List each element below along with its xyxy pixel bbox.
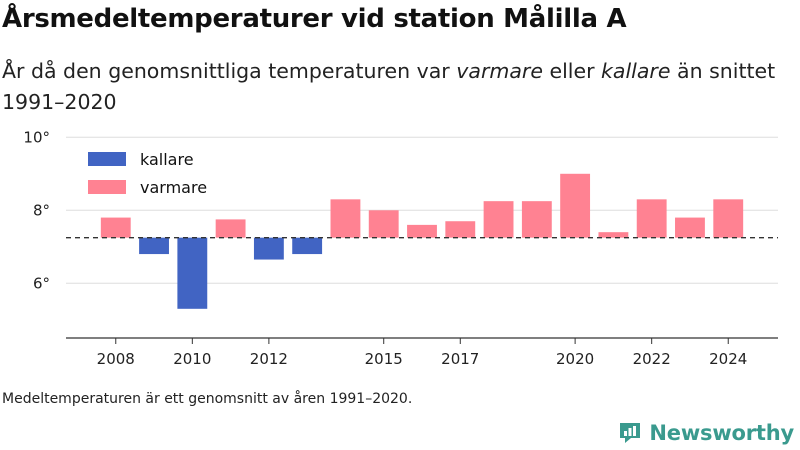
bar-2022 <box>636 199 667 238</box>
x-tick-label: 2017 <box>441 350 479 368</box>
bar-2014 <box>330 199 361 238</box>
legend-swatch-warmer <box>88 180 126 194</box>
newsworthy-logo-icon <box>620 423 641 443</box>
y-axis-labels: 6° 8° 10° <box>23 130 50 292</box>
bar-2020 <box>560 173 591 238</box>
subtitle-part-3: än snittet 1991–2020 <box>2 59 776 114</box>
bars <box>100 173 744 309</box>
x-tick-label: 2008 <box>97 350 135 368</box>
bar-2019 <box>521 201 552 238</box>
legend: kallare varmare <box>88 150 207 197</box>
x-axis: 2008 2010 2012 2015 2017 2020 2022 2024 <box>66 337 778 368</box>
bar-2016 <box>407 224 437 238</box>
bar-2015 <box>368 210 399 238</box>
legend-label-warmer: varmare <box>140 178 207 197</box>
x-tick-label: 2015 <box>365 350 403 368</box>
bar-2011 <box>215 219 246 238</box>
chart-title: Årsmedeltemperaturer vid station Målilla… <box>2 4 627 34</box>
subtitle-part-1: År då den genomsnittliga temperaturen va… <box>2 59 457 83</box>
subtitle-part-2: eller <box>542 59 602 83</box>
bar-2009 <box>139 237 169 255</box>
brand-name: Newsworthy <box>649 421 794 445</box>
bar-2012 <box>253 237 284 260</box>
bar-2018 <box>483 201 514 238</box>
x-tick-label: 2012 <box>250 350 288 368</box>
legend-swatch-colder <box>88 152 126 166</box>
bar-2024 <box>713 199 744 238</box>
bar-2023 <box>675 217 705 238</box>
bar-2017 <box>445 221 476 238</box>
x-tick-label: 2010 <box>173 350 211 368</box>
bar-2013 <box>292 237 323 255</box>
x-tick-label: 2020 <box>556 350 594 368</box>
chart-subtitle: År då den genomsnittliga temperaturen va… <box>2 56 792 118</box>
legend-label-colder: kallare <box>140 150 194 169</box>
bar-chart: 2008 2010 2012 2015 2017 2020 2022 2024 6° 8° 10°… <box>23 130 778 368</box>
newsworthy-brand: Newsworthy <box>617 420 794 446</box>
bar-2021 <box>598 232 629 238</box>
subtitle-colder: kallare <box>601 59 671 83</box>
subtitle-warmer: varmare <box>456 59 543 83</box>
x-tick-label: 2022 <box>633 350 671 368</box>
chart-caption: Medeltemperaturen är ett genomsnitt av å… <box>2 391 413 407</box>
y-tick-label: 10° <box>23 130 50 146</box>
bar-2010 <box>177 237 208 309</box>
x-tick-label: 2024 <box>709 350 747 368</box>
bar-2008 <box>100 217 131 238</box>
y-tick-label: 6° <box>33 274 50 292</box>
y-tick-label: 8° <box>33 201 50 219</box>
